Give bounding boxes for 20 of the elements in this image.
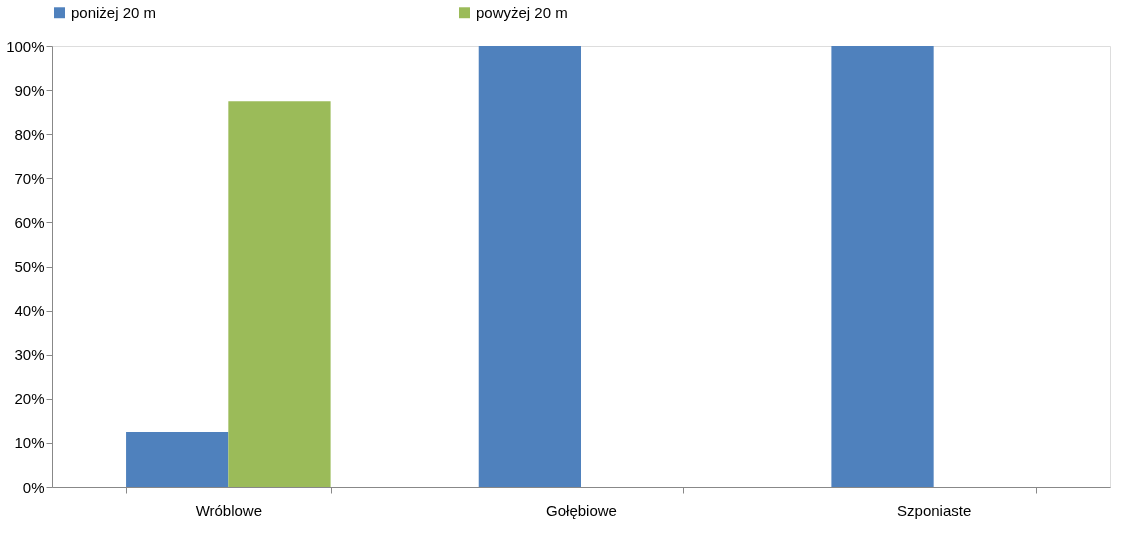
y-tick-label: 0% xyxy=(22,478,45,496)
y-tick-label: 90% xyxy=(14,81,45,99)
y-tick-label: 70% xyxy=(14,169,45,187)
bar xyxy=(126,431,229,487)
x-tick-label: Wróblowe xyxy=(195,501,263,519)
y-tick-label: 10% xyxy=(14,434,45,452)
y-tick-label: 40% xyxy=(14,302,45,320)
y-tick-label: 20% xyxy=(14,390,45,408)
y-tick-label: 60% xyxy=(14,213,45,231)
y-tick-label: 50% xyxy=(14,258,45,275)
legend-label: poniżej 20 m xyxy=(71,3,157,21)
x-tick-label: Gołębiowe xyxy=(546,501,617,519)
bar xyxy=(478,46,581,487)
y-tick-label: 30% xyxy=(14,346,45,364)
legend-label: powyżej 20 m xyxy=(476,3,568,21)
y-tick-label: 80% xyxy=(14,125,45,143)
x-tick-label: Szponiaste xyxy=(897,501,972,519)
bar xyxy=(228,101,331,487)
y-tick-label: 100% xyxy=(6,37,45,55)
bar xyxy=(831,46,934,487)
